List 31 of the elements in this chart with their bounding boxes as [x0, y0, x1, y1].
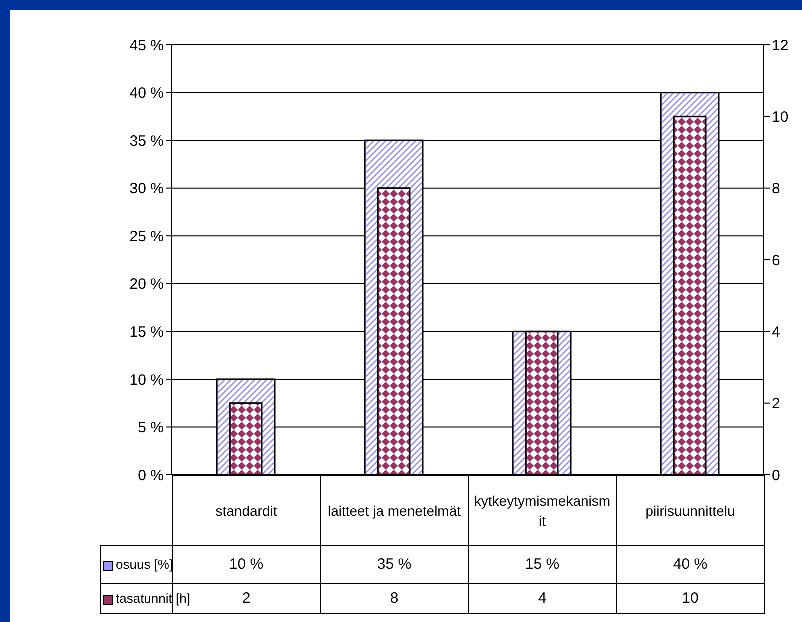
legend-label: tasatunnit [h]: [116, 591, 190, 606]
data-label: 15 %: [468, 546, 616, 584]
x-tick-label: kytkeytymismekanismit: [468, 476, 616, 546]
y-tick-label: 0 %: [138, 467, 164, 484]
y2-tick-label: 6: [772, 252, 780, 270]
y-tick-label: 45 %: [130, 37, 164, 54]
y-tick-label: 5 %: [138, 420, 164, 437]
y2-tick-label: 8: [772, 180, 780, 198]
y-tick-label: 35 %: [130, 132, 164, 150]
x-tick-label: piirisuunnittelu: [616, 476, 764, 546]
data-label: 10 %: [172, 546, 320, 584]
x-tick-label: laitteet ja menetelmät: [320, 476, 468, 546]
y2-tick-label: 10: [772, 108, 789, 126]
data-label: 8: [320, 584, 468, 614]
legend-label: osuus [%]: [116, 557, 174, 572]
data-label: 35 %: [320, 546, 468, 584]
y2-tick-label: 2: [772, 396, 780, 413]
x-tick-label: standardit: [172, 476, 320, 546]
y-tick-label: 30 %: [130, 180, 164, 198]
y2-tick-label: 12: [772, 37, 789, 54]
data-label: 2: [242, 590, 251, 607]
data-label: 4: [468, 584, 616, 614]
y-tick-label: 20 %: [130, 276, 164, 294]
data-label: 10: [616, 584, 764, 614]
y-tick-label: 10 %: [130, 372, 164, 389]
y2-tick-label: 4: [772, 324, 780, 341]
y-tick-label: 25 %: [130, 228, 164, 246]
data-label: 40 %: [616, 546, 764, 584]
y-tick-label: 15 %: [130, 324, 164, 341]
y-tick-label: 40 %: [130, 85, 164, 102]
y2-tick-label: 0: [772, 467, 780, 484]
